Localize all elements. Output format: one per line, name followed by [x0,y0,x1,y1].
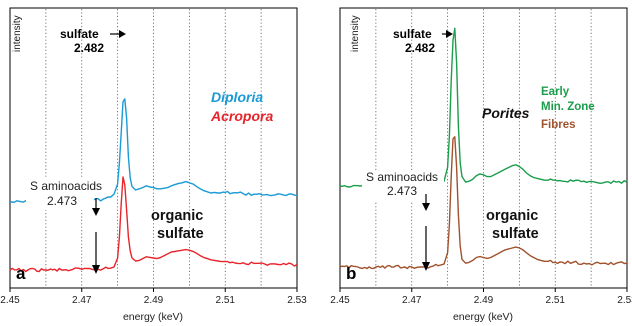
x-tick-label: 2.47 [402,295,422,306]
panel-a-amino-label-bg [26,178,94,210]
panel-b-sulfate-peak-label: sulfate [393,27,432,41]
panel-a-sulfate-peak-label: sulfate [60,27,99,41]
panel-b-amino-arrowhead-lower [422,262,430,271]
legend-min-zone: Min. Zone [541,101,595,113]
panel-a-amino-value: 2.473 [47,194,77,208]
legend-diploria: Diploria [211,89,263,105]
panel-b-sulfate-arrowhead [446,30,453,38]
panel-a-organic-sulfate-label: sulfate [157,226,204,242]
series-line-fibres [339,136,628,270]
legend-early: Early [541,86,570,98]
panel-a-amino-arrowhead-lower [92,265,100,274]
panel-b-organic-label: organic [486,208,538,224]
panel-a-x-ticks [9,288,298,292]
panel-a-organic-label: organic [151,208,203,224]
x-tick-label: 2.53 [617,295,632,306]
panel-a-y-axis-label: intensity [12,15,23,52]
panel-a-sulfate-peak-value: 2.482 [74,41,104,55]
panel-a-amino-arrowhead-upper [92,208,100,216]
x-tick-label: 2.49 [474,295,494,306]
panel-b-amino-label: S aminoacids [366,170,438,184]
panel-b-x-ticks [339,288,628,292]
legend-acropora: Acropora [210,108,273,124]
x-tick-label: 2.51 [216,295,236,306]
legend-porites: Porites [482,105,530,121]
x-tick-label: 2.49 [144,295,164,306]
panel-a-letter: a [16,264,26,283]
x-tick-label: 2.45 [330,295,350,306]
legend-fibres: Fibres [541,119,576,131]
panel-a-x-axis-label: energy (keV) [123,311,183,323]
panel-b-amino-arrowhead-upper [422,203,430,211]
x-tick-label: 2.51 [546,295,566,306]
series-line-acropora [9,176,298,273]
panel-b-x-axis-label: energy (keV) [453,311,513,323]
panel-a-tick-labels: 2.45 2.47 2.49 2.51 2.53 [0,295,307,306]
panel-a: 2.45 2.47 2.49 2.51 2.53 intensity energy (k… [0,7,307,323]
panel-b: 2.45 2.47 2.49 2.51 2.53 intensity energy (k… [330,7,632,323]
panel-b-amino-value: 2.473 [387,184,417,198]
panel-b-letter: b [346,264,356,283]
panel-b-sulfate-peak-value: 2.482 [405,41,435,55]
panel-a-amino-label: S aminoacids [30,179,102,193]
panel-b-grid [375,9,592,287]
panel-b-tick-labels: 2.45 2.47 2.49 2.51 2.53 [330,295,632,306]
panel-b-amino-label-bg [362,170,444,202]
x-tick-label: 2.47 [72,295,92,306]
x-tick-label: 2.45 [0,295,20,306]
x-tick-label: 2.53 [287,295,307,306]
panel-b-organic-sulfate-label: sulfate [492,226,539,242]
panel-a-sulfate-arrowhead [119,30,126,38]
panel-a-grid [45,9,262,287]
panel-b-y-axis-label: intensity [350,15,361,52]
